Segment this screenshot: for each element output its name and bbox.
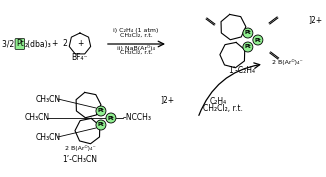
Text: 3/2: 3/2 [2,39,17,48]
Circle shape [96,106,106,116]
Text: ]2+: ]2+ [308,15,322,24]
Text: ₂(dba)₃: ₂(dba)₃ [25,39,52,48]
Text: Pt: Pt [255,38,261,42]
Text: CH₂Cl₂, r.t.: CH₂Cl₂, r.t. [120,33,152,38]
Text: 2 B(Arᴼ)₄⁻: 2 B(Arᴼ)₄⁻ [65,145,95,151]
Text: CH₂Cl₂, r.t.: CH₂Cl₂, r.t. [120,50,152,55]
Text: BF₄⁻: BF₄⁻ [72,53,88,61]
Text: ]2+: ]2+ [160,95,174,104]
Text: 1’-C₂H₄: 1’-C₂H₄ [229,66,255,75]
Text: Pt: Pt [108,116,114,121]
Text: CH₃CN: CH₃CN [36,95,61,104]
Text: Pt: Pt [97,109,104,113]
Circle shape [96,120,106,130]
Text: Pt: Pt [244,44,251,50]
Circle shape [243,42,253,52]
Text: C₂H₄: C₂H₄ [210,98,227,107]
Circle shape [253,35,263,45]
Text: CH₃CN: CH₃CN [36,133,61,141]
Text: 1’-CH₃CN: 1’-CH₃CN [63,155,97,164]
Text: ii) NaB(Arᴼ)₄: ii) NaB(Arᴼ)₄ [117,45,155,51]
Text: –NCCH₃: –NCCH₃ [123,113,152,122]
Circle shape [106,113,116,123]
Text: i) C₂H₄ (1 atm): i) C₂H₄ (1 atm) [113,28,159,33]
Text: Pt: Pt [244,30,251,36]
Text: +: + [77,39,83,47]
Text: Pt: Pt [16,39,24,48]
Text: 2 B(Arᴼ)₄⁻: 2 B(Arᴼ)₄⁻ [272,59,303,65]
Circle shape [243,28,253,38]
Text: CH₂Cl₂, r.t.: CH₂Cl₂, r.t. [203,104,243,113]
Text: Pt: Pt [97,122,104,127]
Text: +  2: + 2 [52,39,68,48]
Text: CH₃CN: CH₃CN [25,113,50,122]
